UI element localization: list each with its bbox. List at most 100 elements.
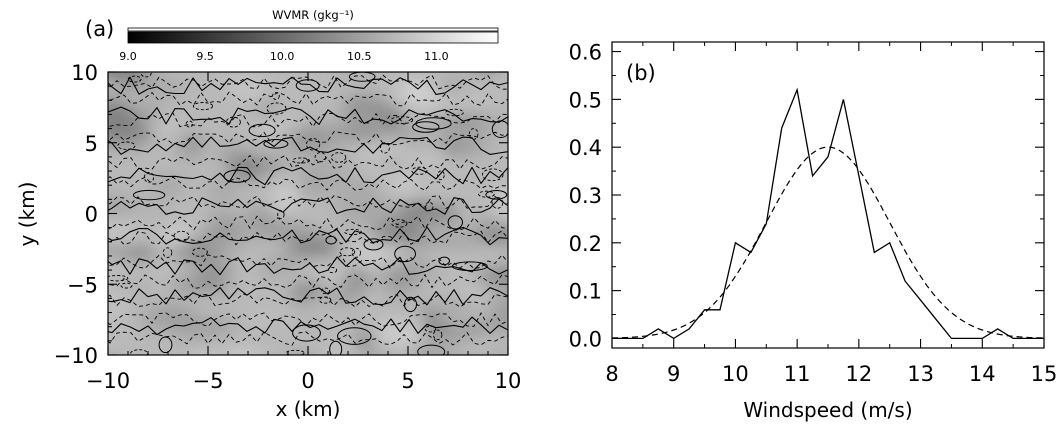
panel-a-label: (a): [85, 17, 114, 41]
dashed-contour-loop: [191, 247, 208, 257]
plot-b-frame: [611, 41, 1045, 349]
shade-patch: [465, 229, 508, 242]
shade-patch: [166, 258, 200, 275]
dashed-contour-loop: [425, 201, 434, 212]
shade-patch: [229, 75, 268, 100]
shade-patch: [108, 199, 135, 211]
shade-patch: [233, 254, 267, 267]
shade-patch: [249, 98, 313, 108]
solid-contour-loop: [417, 344, 446, 355]
colorbar-tick-label: 9.5: [196, 50, 214, 63]
colorbar-title: WVMR (gkg⁻¹): [272, 8, 354, 22]
x-tick-label: −5: [193, 369, 224, 393]
shade-patch: [409, 236, 469, 247]
shade-patch: [476, 266, 508, 289]
y-tick-label: 10: [71, 61, 98, 85]
solid-contour-loop: [329, 340, 343, 355]
solid-contour-loop: [248, 123, 276, 138]
solid-contour-loop: [451, 261, 488, 272]
shade-patch: [219, 143, 244, 159]
shade-patch: [380, 262, 446, 274]
dashed-contour-loop: [314, 152, 327, 163]
dashed-contour-loop: [108, 275, 129, 282]
shade-patch: [139, 102, 163, 119]
dashed-contour: [108, 273, 508, 289]
shade-patch: [343, 268, 372, 293]
shade-patch: [169, 274, 236, 290]
dashed-contour-loop: [391, 219, 408, 228]
colorbar-tick-label: 10.5: [347, 50, 372, 63]
colorbar-tick-label: 9.0: [119, 50, 137, 63]
dashed-contour-loop: [140, 72, 152, 78]
shade-patch: [433, 141, 469, 152]
shade-patch: [370, 222, 425, 247]
shade-patch: [156, 302, 195, 329]
shade-patch: [208, 216, 239, 237]
solid-contour: [108, 226, 508, 246]
x-tick-label: 12: [845, 362, 872, 386]
dashed-contour-loop: [143, 172, 155, 183]
dashed-contour: [108, 254, 508, 269]
solid-contour-loop: [132, 189, 166, 201]
solid-contour: [108, 256, 508, 276]
y-tick-label: −5: [67, 273, 98, 297]
dashed-contour-loop: [266, 102, 287, 115]
shade-patch: [108, 120, 155, 146]
solid-contour-loop: [412, 121, 440, 133]
shade-patch: [152, 119, 179, 134]
shade-patch: [255, 114, 308, 134]
shade-patch: [108, 105, 142, 127]
dashed-contour-loop: [327, 267, 338, 274]
shade-patch: [425, 252, 496, 267]
shade-patch: [205, 180, 241, 205]
solid-contour: [108, 166, 508, 186]
shade-patch: [128, 203, 176, 212]
dashed-contour: [108, 74, 508, 90]
shade-patch: [473, 210, 500, 223]
dashed-contour-loop: [272, 92, 280, 100]
x-tick-label: 0: [301, 369, 314, 393]
shade-patch: [177, 134, 205, 157]
dashed-contour: [108, 293, 508, 308]
solid-contour-loop: [263, 139, 289, 149]
x-tick-label: 8: [605, 362, 618, 386]
dashed-contour: [108, 312, 508, 327]
dashed-contour-loop: [185, 120, 194, 128]
dashed-contour-loop: [344, 228, 362, 235]
shade-patch: [340, 72, 370, 77]
colorbar-tick-label: 10.0: [270, 50, 295, 63]
shade-patch: [112, 76, 159, 87]
shade-patch: [245, 313, 308, 335]
dashed-contour-loop: [319, 296, 332, 304]
shade-patch: [247, 207, 274, 217]
map-shading: [108, 72, 508, 355]
colorbar: WVMR (gkg⁻¹) 9.0 9.5 10.0 10.5 11.0: [119, 8, 499, 63]
shade-patch: [446, 298, 477, 318]
dashed-contour-loop: [117, 141, 136, 150]
dashed-contour-loop: [424, 325, 437, 333]
shade-patch: [341, 98, 386, 117]
shade-patch: [197, 349, 261, 355]
shade-patch: [359, 142, 417, 157]
dashed-contour-loop: [305, 138, 321, 151]
y-tick-label: 5: [85, 132, 98, 156]
shade-patch: [395, 82, 431, 98]
dashed-contour-loop: [478, 190, 495, 198]
plot-b-series: [611, 87, 1045, 340]
shade-patch: [330, 125, 381, 138]
map-contours: [108, 72, 508, 355]
dashed-contour: [108, 131, 508, 146]
dashed-contour-loop: [285, 349, 305, 355]
shade-patch: [340, 207, 389, 224]
panel-b: 8 9 10 11 12 13 14 150.60.50.40.30.20.10.0 (b) …: [569, 41, 1058, 422]
dashed-contour: [108, 112, 508, 128]
dashed-contour-loop: [468, 128, 479, 140]
y-tick-label: 0.0: [569, 327, 602, 351]
dashed-contour-loop: [390, 116, 414, 125]
shade-patch: [421, 306, 444, 319]
plot-b-axes: 8 9 10 11 12 13 14 15 0.6 0.5 0.4 0.3 0.2 0.1 0.0: [569, 41, 1058, 386]
y-tick-label: 0.5: [569, 88, 602, 112]
shade-patch: [295, 354, 305, 355]
solid-contour-loop: [337, 327, 372, 345]
